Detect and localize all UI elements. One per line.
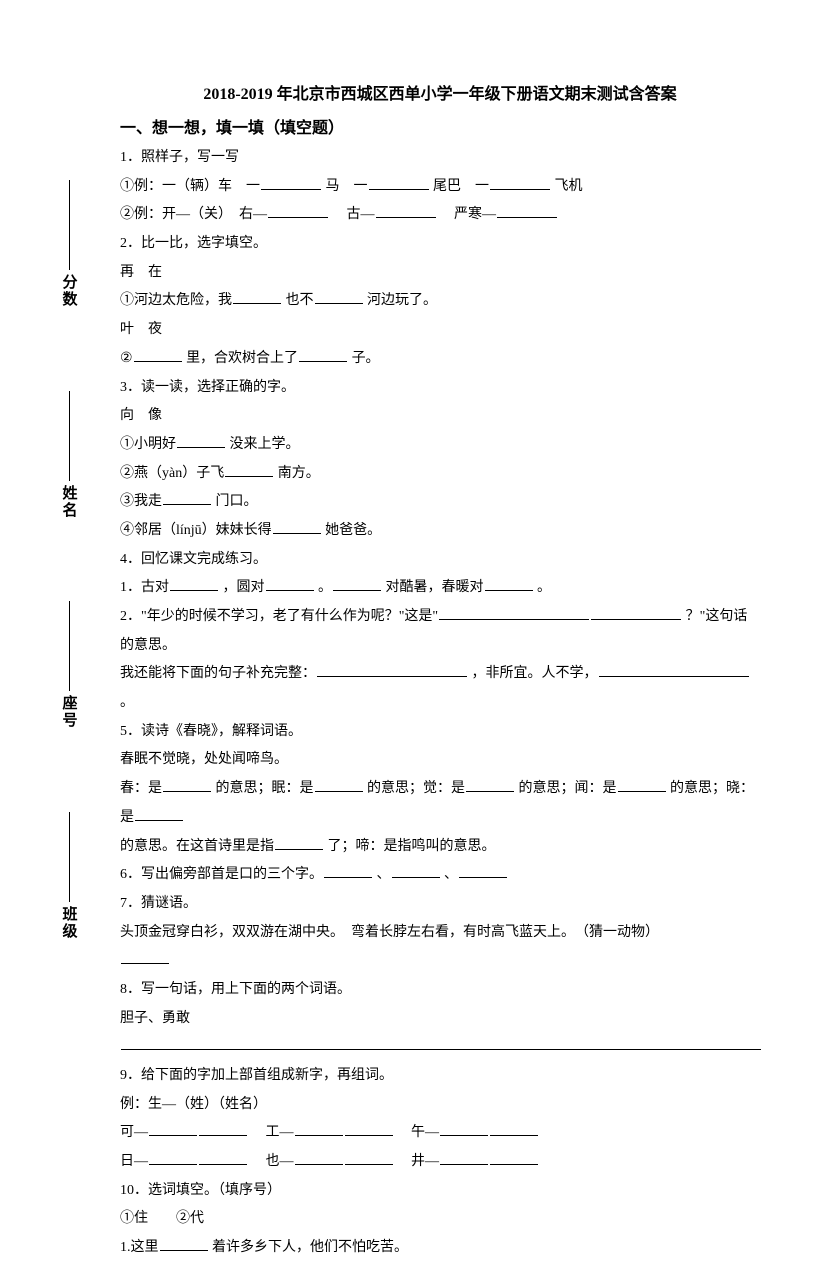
q5-l3: 的意思。在这首诗里是指 了；啼：是指鸣叫的意思。 (120, 833, 760, 862)
q5-head: 5．读诗《春晓》，解释词语。 (120, 718, 760, 747)
q10-head: 10．选词填空。（填序号） (120, 1177, 760, 1206)
q2-line2: ② 里，合欢树合上了 子。 (120, 345, 760, 374)
q9-row2: 日— 也— 井— (120, 1148, 760, 1177)
q1-line1: ①例：一（辆）车 一 马 一 尾巴 一 飞机 (120, 173, 760, 202)
q4-head: 4．回忆课文完成练习。 (120, 546, 760, 575)
q3-l2: ②燕（yàn）子飞 南方。 (120, 460, 760, 489)
side-seat-label: 座号 (59, 695, 80, 729)
q4-l2: 2．"年少的时候不学习，老了有什么作为呢？"这是" ？"这句话的意思。 (120, 603, 760, 660)
side-score: 分数 (59, 180, 80, 308)
side-name: 姓名 (59, 391, 80, 519)
q6: 6．写出偏旁部首是口的三个字。 、 、 (120, 861, 760, 890)
q7-head: 7．猜谜语。 (120, 890, 760, 919)
q8-l1: 胆子、勇敢 (120, 1005, 760, 1034)
q3-pair: 向 像 (120, 402, 760, 431)
q3-l4: ④邻居（línjū）妹妹长得 她爸爸。 (120, 517, 760, 546)
q3-l1: ①小明好 没来上学。 (120, 431, 760, 460)
q5-l1: 春眠不觉晓，处处闻啼鸟。 (120, 746, 760, 775)
section-1-heading: 一、想一想，填一填（填空题） (120, 114, 760, 138)
q10-l1: 1.这里 着许多乡下人，他们不怕吃苦。 (120, 1234, 760, 1263)
q4-l3: 我还能将下面的句子补充完整： ，非所宜。人不学， 。 (120, 660, 760, 717)
q8-blank (120, 1033, 760, 1062)
q2-line1: ①河边太危险，我 也不 河边玩了。 (120, 287, 760, 316)
side-score-label: 分数 (59, 274, 80, 308)
page-title: 2018-2019 年北京市西城区西单小学一年级下册语文期末测试含答案 (120, 80, 760, 104)
q1-head: 1．照样子，写一写 (120, 144, 760, 173)
q7-blank (120, 947, 760, 976)
q10-opts: ①住 ②代 (120, 1205, 760, 1234)
page-body: 2018-2019 年北京市西城区西单小学一年级下册语文期末测试含答案 一、想一… (120, 80, 760, 1263)
q9-head: 9．给下面的字加上部首组成新字，再组词。 (120, 1062, 760, 1091)
side-label-strip: 分数 姓名 座号 班级 (48, 180, 90, 940)
q4-l1: 1．古对 ，圆对 。 对酷暑，春暖对 。 (120, 574, 760, 603)
q8-head: 8．写一句话，用上下面的两个词语。 (120, 976, 760, 1005)
q3-head: 3．读一读，选择正确的字。 (120, 374, 760, 403)
q2-head: 2．比一比，选字填空。 (120, 230, 760, 259)
side-class: 班级 (59, 812, 80, 940)
side-name-label: 姓名 (59, 485, 80, 519)
q5-l2: 春：是 的意思；眠：是 的意思；觉：是 的意思；闻：是 的意思；晓：是 (120, 775, 760, 832)
q2-pair2: 叶 夜 (120, 316, 760, 345)
q9-l1: 例：生—（姓）（姓名） (120, 1091, 760, 1120)
q9-row1: 可— 工— 午— (120, 1119, 760, 1148)
side-class-label: 班级 (59, 906, 80, 940)
side-seat: 座号 (59, 601, 80, 729)
q3-l3: ③我走 门口。 (120, 488, 760, 517)
q7-l1: 头顶金冠穿白衫，双双游在湖中央。 弯着长脖左右看，有时高飞蓝天上。 （猜一动物） (120, 919, 760, 948)
q2-pair1: 再 在 (120, 259, 760, 288)
q1-line2: ②例：开—（关） 右— 古— 严寒— (120, 201, 760, 230)
